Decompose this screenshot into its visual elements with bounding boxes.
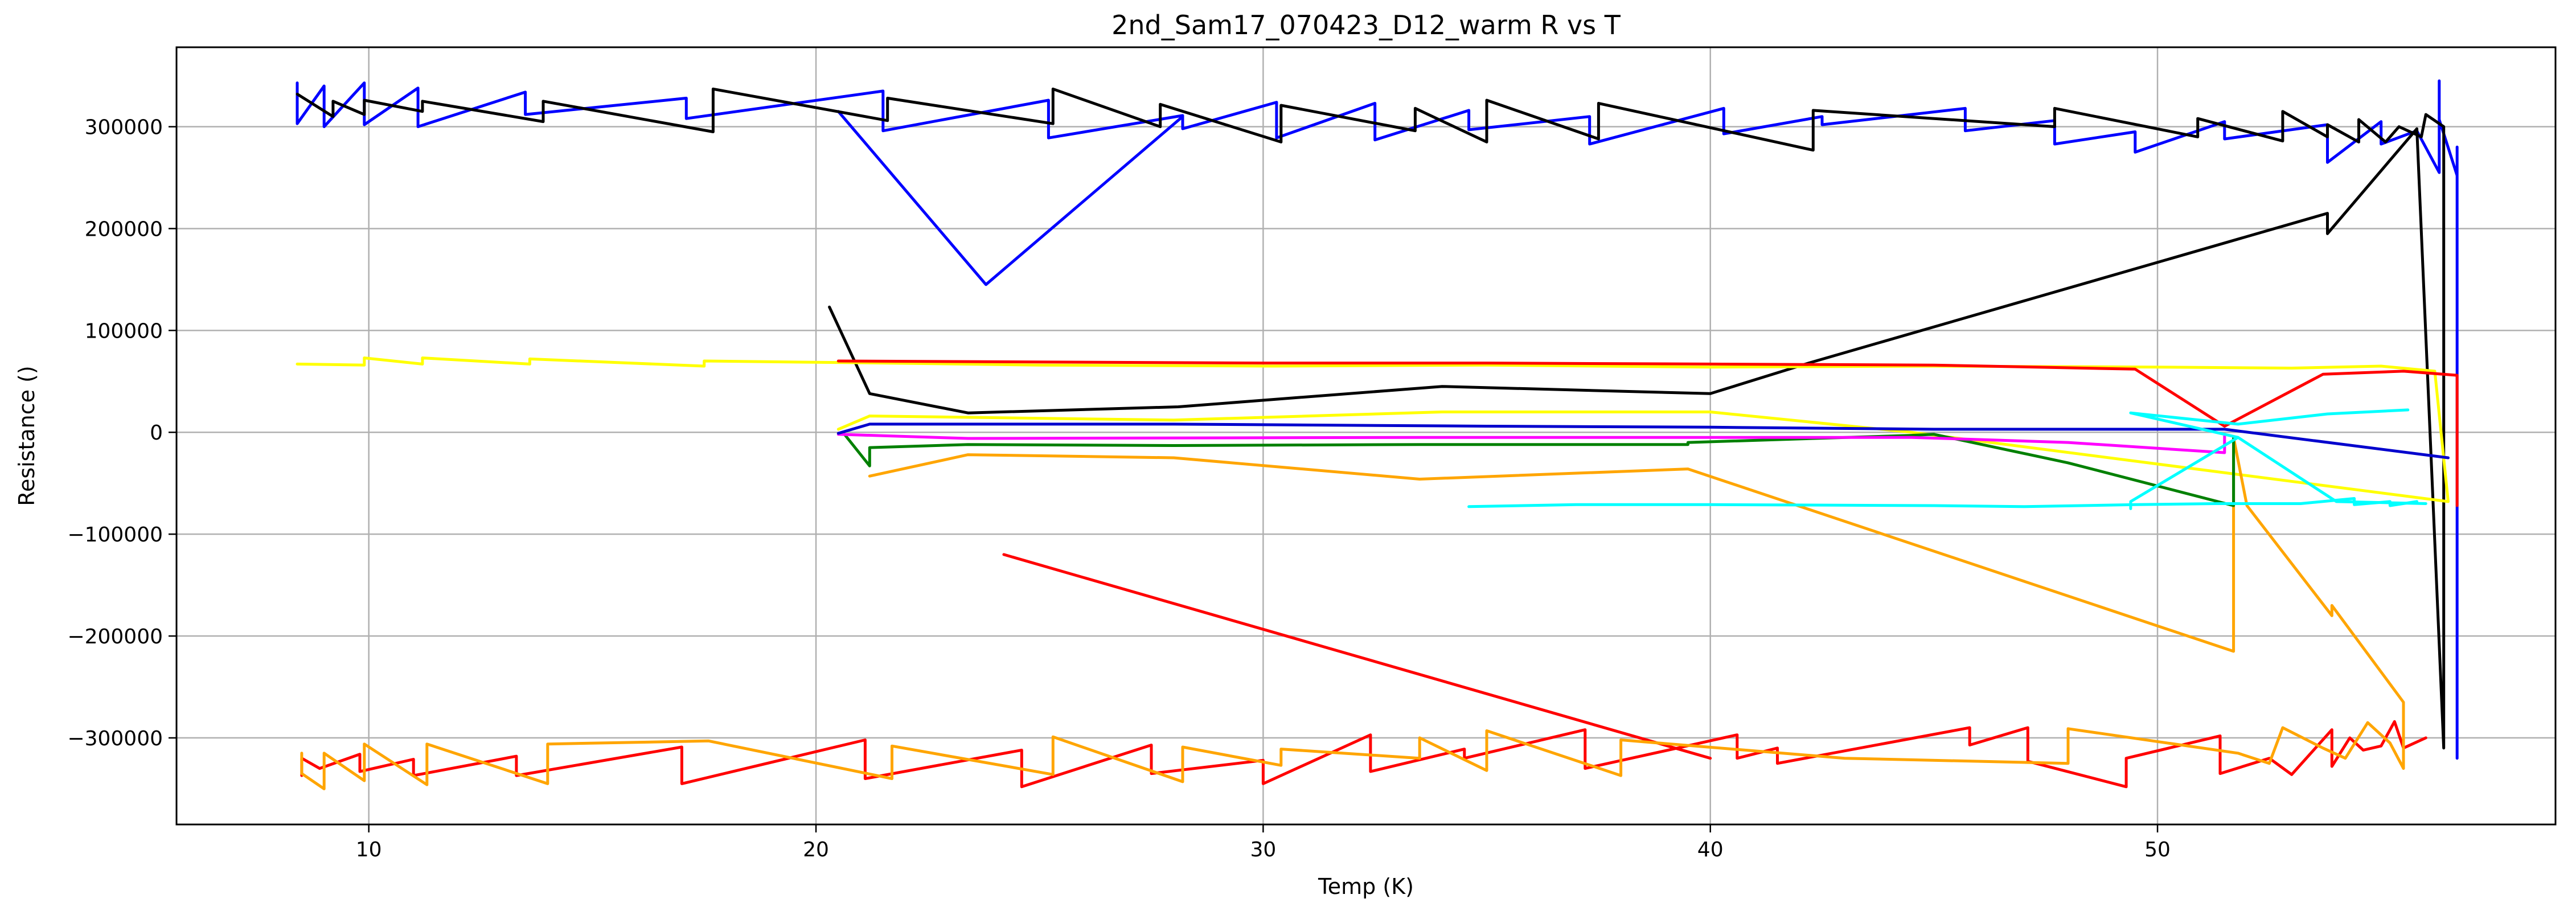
series-line-7 [300, 436, 2405, 790]
series-line-1 [836, 110, 1184, 286]
series-layer [296, 79, 2459, 790]
series-line-2 [296, 87, 2446, 750]
grid-layer [177, 47, 2556, 824]
y-tick-label: 0 [150, 421, 163, 445]
x-tick-label: 50 [2144, 838, 2171, 861]
chart-title: 2nd_Sam17_070423_D12_warm R vs T [1111, 10, 1621, 40]
y-tick-label: 200000 [85, 218, 163, 241]
series-line-3 [296, 356, 2450, 503]
series-line-11 [1467, 497, 2418, 508]
x-tick-label: 30 [1250, 838, 1276, 861]
x-axis-label: Temp (K) [1318, 874, 1414, 899]
y-tick-label: −200000 [67, 625, 163, 649]
y-tick-label: 100000 [85, 319, 163, 343]
y-tick-label: 300000 [85, 116, 163, 139]
x-tick-label: 20 [803, 838, 829, 861]
series-line-4 [836, 359, 2459, 507]
x-tick-label: 10 [356, 838, 382, 861]
series-line-6 [1002, 553, 1712, 760]
series-line-10 [836, 422, 2450, 459]
series-line-5 [300, 720, 2427, 789]
x-tick-label: 40 [1697, 838, 1724, 861]
series-line-13 [2236, 436, 2427, 505]
series-line-12 [2129, 408, 2410, 510]
y-tick-label: −100000 [67, 523, 163, 547]
y-tick-label: −300000 [67, 727, 163, 750]
y-axis-label: Resistance () [14, 366, 39, 506]
plot-frame [175, 46, 2557, 826]
series-line-8 [841, 430, 2235, 507]
series-line-9 [836, 433, 2226, 454]
series-line-0 [296, 79, 2459, 760]
ticks-layer: 10 20 30 40 50 −300000 −200000 −100000 0 100000 20… [67, 116, 2171, 861]
